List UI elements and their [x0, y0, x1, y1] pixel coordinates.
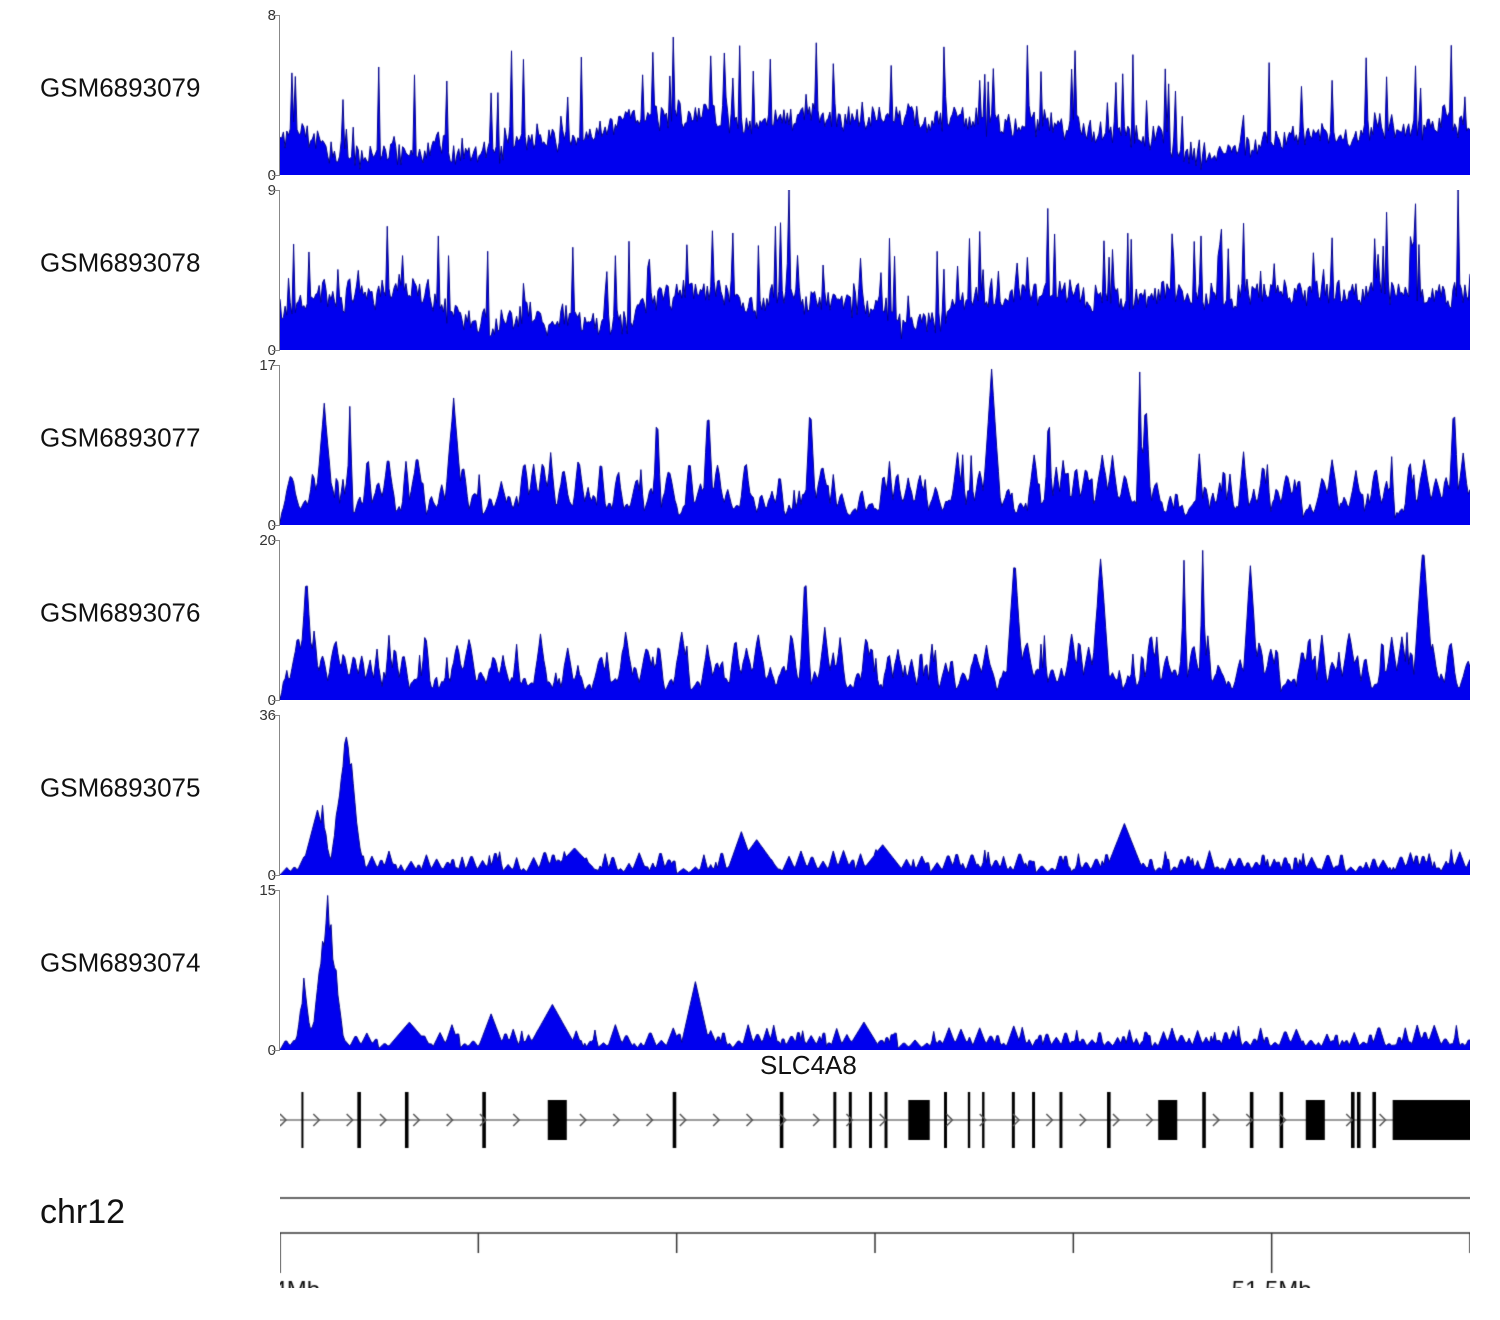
genome-browser-view: GSM6893079 8 0 GSM6893078 9 0 GSM6893077 17 0 GSM… — [0, 0, 1500, 1320]
axis-tick-max-GSM6893078 — [272, 190, 280, 191]
track-row-GSM6893076: GSM6893076 20 0 — [0, 525, 1500, 700]
track-label-col-GSM6893079: GSM6893079 — [0, 0, 250, 175]
axis-labels-GSM6893074: 15 0 — [250, 875, 280, 1050]
track-signal-canvas-GSM6893075[interactable] — [280, 715, 1470, 875]
track-plot-col-GSM6893077: 17 0 — [250, 350, 1500, 525]
axis-tick-max-GSM6893074 — [272, 890, 280, 891]
track-label-col-GSM6893077: GSM6893077 — [0, 350, 250, 525]
track-label-col-GSM6893075: GSM6893075 — [0, 700, 250, 875]
gene-name-label: SLC4A8 — [760, 1050, 857, 1081]
track-signal-canvas-GSM6893079[interactable] — [280, 15, 1470, 175]
track-label-GSM6893075: GSM6893075 — [40, 772, 200, 803]
axis-tick-max-GSM6893077 — [272, 365, 280, 366]
track-label-col-GSM6893074: GSM6893074 — [0, 875, 250, 1050]
gene-model-canvas — [280, 1080, 1470, 1160]
track-row-GSM6893079: GSM6893079 8 0 — [0, 0, 1500, 175]
track-signal-canvas-GSM6893074[interactable] — [280, 890, 1470, 1050]
track-row-GSM6893075: GSM6893075 36 0 — [0, 700, 1500, 875]
track-label-GSM6893076: GSM6893076 — [40, 597, 200, 628]
track-plot-col-GSM6893074: 15 0 — [250, 875, 1500, 1050]
track-row-GSM6893074: GSM6893074 15 0 — [0, 875, 1500, 1050]
track-signal-canvas-GSM6893077[interactable] — [280, 365, 1470, 525]
track-signal-canvas-GSM6893076[interactable] — [280, 540, 1470, 700]
track-label-GSM6893078: GSM6893078 — [40, 247, 200, 278]
chromosome-axis-row: chr12 — [0, 1178, 1500, 1308]
axis-tick-max-GSM6893075 — [272, 715, 280, 716]
track-signal-canvas-GSM6893078[interactable] — [280, 190, 1470, 350]
axis-tick-max-GSM6893079 — [272, 15, 280, 16]
track-label-GSM6893074: GSM6893074 — [40, 947, 200, 978]
track-row-GSM6893078: GSM6893078 9 0 — [0, 175, 1500, 350]
track-label-GSM6893079: GSM6893079 — [40, 72, 200, 103]
axis-labels-GSM6893077: 17 0 — [250, 350, 280, 525]
track-label-GSM6893077: GSM6893077 — [40, 422, 200, 453]
gene-model-row: SLC4A8 — [0, 1050, 1500, 1170]
axis-labels-GSM6893075: 36 0 — [250, 700, 280, 875]
axis-tick-max-GSM6893076 — [272, 540, 280, 541]
track-row-GSM6893077: GSM6893077 17 0 — [0, 350, 1500, 525]
track-label-col-GSM6893076: GSM6893076 — [0, 525, 250, 700]
track-plot-col-GSM6893075: 36 0 — [250, 700, 1500, 875]
chromosome-ruler-canvas[interactable] — [280, 1178, 1470, 1288]
chromosome-label: chr12 — [40, 1193, 125, 1232]
axis-labels-GSM6893076: 20 0 — [250, 525, 280, 700]
track-plot-col-GSM6893076: 20 0 — [250, 525, 1500, 700]
track-label-col-GSM6893078: GSM6893078 — [0, 175, 250, 350]
